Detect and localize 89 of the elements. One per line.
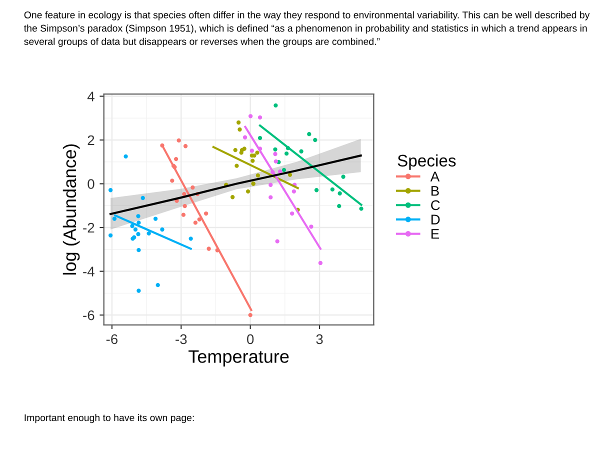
point — [176, 138, 181, 143]
point — [133, 227, 138, 232]
point — [108, 233, 113, 238]
point — [242, 146, 246, 151]
point — [136, 232, 140, 236]
point — [248, 114, 253, 118]
y-tick-label: 4 — [87, 92, 94, 102]
point — [258, 115, 262, 120]
point — [188, 236, 193, 241]
line-series — [110, 154, 362, 216]
point — [268, 195, 273, 200]
x-axis-title: Temperature — [188, 350, 289, 366]
point — [236, 120, 241, 125]
point — [136, 248, 141, 252]
point — [307, 132, 312, 136]
point — [314, 188, 319, 192]
point — [337, 204, 342, 208]
x-tick-label: 0 — [247, 334, 254, 344]
legend-label: C — [431, 200, 440, 210]
point — [140, 196, 145, 200]
chart-title: One feature in ecology is that species often differ in the way they respond to environmental variability. This can be well described by the Simpson’s paradox (Simpson 1951), which is defined “as a phenomenon in probability and statistics in which a trend appears in several groups of data but disappears or reverses when the groups are combined.” — [24, 11, 590, 47]
point — [246, 189, 250, 194]
point — [284, 151, 289, 156]
point — [238, 127, 242, 132]
y-tick-label: 0 — [88, 179, 94, 189]
point — [338, 191, 342, 196]
point — [160, 227, 164, 232]
y-tick-label: -4 — [83, 266, 94, 276]
point — [136, 214, 140, 218]
legend-label: D — [431, 214, 440, 224]
point — [275, 239, 280, 244]
point — [330, 187, 335, 192]
y-tick-label: -2 — [83, 222, 94, 233]
point — [274, 103, 278, 108]
point — [170, 178, 174, 183]
y-tick-label: 2 — [88, 135, 94, 146]
legend-label: A — [430, 172, 440, 182]
point — [182, 204, 187, 208]
point — [146, 231, 151, 236]
point — [136, 220, 141, 225]
point — [234, 164, 239, 168]
point — [282, 168, 286, 172]
point — [273, 152, 278, 156]
point — [299, 149, 304, 154]
point — [313, 138, 318, 142]
point — [183, 144, 188, 148]
point — [181, 212, 186, 217]
point — [309, 224, 314, 229]
point — [156, 282, 160, 288]
point — [182, 192, 186, 196]
point — [153, 216, 158, 221]
point — [190, 185, 195, 190]
point — [273, 147, 278, 152]
point — [288, 172, 292, 177]
point — [258, 136, 262, 140]
point — [248, 312, 252, 318]
point — [250, 158, 255, 163]
text: Important enough to have its own page: — [24, 414, 194, 424]
point — [230, 195, 235, 200]
point — [359, 206, 364, 211]
x-tick-label: -3 — [176, 334, 187, 344]
x-tick-label: -6 — [106, 334, 118, 344]
point — [274, 159, 278, 164]
point — [239, 150, 244, 155]
y-tick-label: -6 — [83, 310, 94, 320]
point — [108, 188, 113, 192]
point — [242, 135, 248, 140]
point — [130, 224, 134, 228]
point — [318, 260, 323, 266]
legend-title: Species — [398, 154, 456, 170]
point — [250, 148, 254, 153]
point — [292, 189, 296, 194]
point — [136, 288, 141, 293]
point — [341, 174, 346, 179]
point — [124, 154, 128, 158]
point — [174, 156, 178, 162]
point — [255, 150, 260, 155]
point — [256, 173, 260, 178]
point — [233, 148, 238, 152]
point — [290, 211, 294, 216]
legend-label: E — [431, 229, 440, 239]
point — [193, 220, 198, 225]
point — [268, 182, 273, 187]
point — [112, 216, 117, 221]
point — [206, 246, 211, 251]
legend-label: B — [431, 186, 439, 196]
y-axis-title: log (Abundance) — [62, 144, 80, 275]
point — [204, 211, 208, 216]
x-tick-label: 3 — [316, 334, 323, 344]
